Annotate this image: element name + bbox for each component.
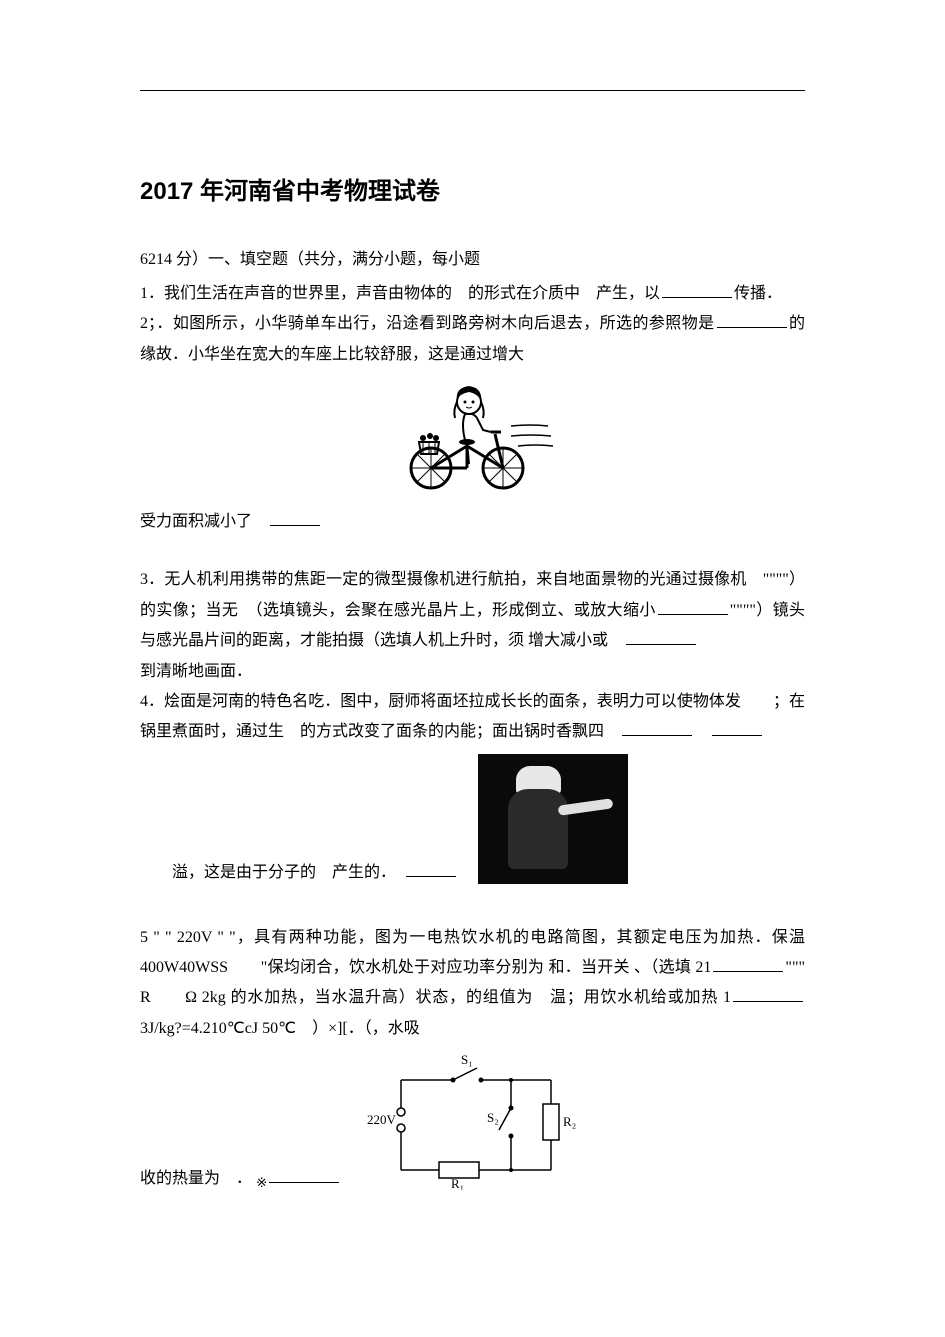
q1-text-pre: ．我们生活在声音的世界里，声音由物体的 的形式在介质中 产生，以 bbox=[148, 285, 660, 302]
q4-tail-text: 溢，这是由于分子的 产生的． bbox=[140, 858, 458, 888]
section-heading: 6214 分）一、填空题（共分，满分小题，每小题 bbox=[140, 246, 805, 275]
circuit-s2-label: S₂ bbox=[487, 1110, 499, 1125]
q2-line1: ；．如图所示，小华骑单车出行，沿途看到路旁树木向后退去，所选的参照物是 bbox=[148, 315, 715, 332]
q2-blank-2 bbox=[270, 508, 320, 526]
q5-mid2-pre: 1 bbox=[723, 989, 731, 1006]
question-5: 5 " " 220V " "，具有两种功能，图为一电热饮水机的电路简图，其额定电… bbox=[140, 923, 805, 1045]
figure-chef bbox=[478, 754, 628, 884]
question-3: 3．无人机利用携带的焦距一定的微型摄像机进行航拍，来自地面景物的光通过摄像机 "… bbox=[140, 565, 805, 656]
figure-chef-holder bbox=[478, 754, 628, 889]
q3-blank-2 bbox=[626, 628, 696, 646]
q4-text: 4．烩面是河南的特色名吃．图中，厨师将面坯拉成长长的面条，表明力可以使物体发 ；… bbox=[140, 693, 805, 740]
q5-tail-pre: 收的热量为 ． bbox=[140, 1170, 252, 1187]
question-1: 1．我们生活在声音的世界里，声音由物体的 的形式在介质中 产生，以 传播． bbox=[140, 279, 805, 309]
figure-circuit: 220V S₁ R₂ R₁ bbox=[361, 1050, 581, 1195]
bicycle-girl-svg bbox=[383, 376, 563, 496]
circuit-r2-label: R₂ bbox=[563, 1114, 576, 1129]
q1-blank-1 bbox=[662, 280, 732, 298]
chef-body-icon bbox=[508, 789, 568, 869]
q1-num: 1 bbox=[140, 285, 148, 302]
exam-title: 2017 年河南省中考物理试卷 bbox=[140, 171, 805, 206]
q2-tail-pre: 受力面积减小了 bbox=[140, 513, 252, 530]
q5-blank-2 bbox=[733, 985, 803, 1003]
q5-blank-3 bbox=[269, 1165, 339, 1183]
q4-blank-3 bbox=[406, 860, 456, 878]
question-3-tail: 到清晰地画面． bbox=[140, 657, 805, 687]
circuit-svg: 220V S₁ R₂ R₁ bbox=[361, 1050, 581, 1190]
question-5-figure-row: 收的热量为 ． ※ 220V S₁ bbox=[140, 1050, 805, 1195]
circuit-r1-label: R₁ bbox=[451, 1176, 464, 1190]
figure-bicycle bbox=[140, 376, 805, 501]
q4-tail-pre: 溢，这是由于分子的 产生的． bbox=[172, 864, 388, 881]
q5-mid1-pre: 21 bbox=[695, 959, 711, 976]
q2-num: 2 bbox=[140, 315, 148, 332]
q4-blank-2 bbox=[712, 719, 762, 737]
q5-blank-1 bbox=[713, 955, 783, 973]
q5-tail-text: 收的热量为 ． ※ bbox=[140, 1164, 341, 1196]
q5-mid2-post: 3J/kg?=4.210℃cJ 50℃ ）×][．（，水吸 bbox=[140, 1020, 420, 1037]
circuit-s1-label: S₁ bbox=[461, 1052, 473, 1067]
q1-text-post: 传播． bbox=[734, 285, 782, 302]
question-4-figure-row: 溢，这是由于分子的 产生的． bbox=[140, 754, 805, 889]
q4-blank-1 bbox=[622, 719, 692, 737]
q3-blank-1 bbox=[658, 597, 728, 615]
top-horizontal-rule bbox=[140, 90, 805, 91]
q5-tail-sub: ※ bbox=[256, 1175, 267, 1190]
question-4: 4．烩面是河南的特色名吃．图中，厨师将面坯拉成长长的面条，表明力可以使物体发 ；… bbox=[140, 687, 805, 748]
question-2-tail: 受力面积减小了 bbox=[140, 507, 805, 537]
circuit-voltage-label: 220V bbox=[367, 1112, 397, 1127]
q2-blank-1 bbox=[717, 311, 787, 329]
question-2: 2；．如图所示，小华骑单车出行，沿途看到路旁树木向后退去，所选的参照物是的缘故．… bbox=[140, 309, 805, 370]
